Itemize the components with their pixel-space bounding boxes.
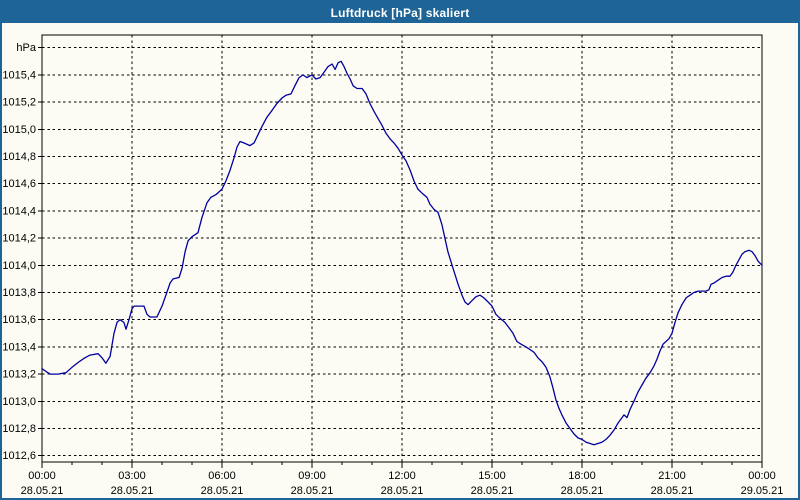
x-tick-time-label: 12:00: [388, 470, 416, 482]
x-tick-date-label: 28.05.21: [381, 485, 424, 497]
window-title: Luftdruck [hPa] skaliert: [330, 5, 470, 20]
y-axis-unit-label: hPa: [16, 42, 36, 54]
x-tick-time-label: 00:00: [28, 470, 56, 482]
x-tick-date-label: 28.05.21: [651, 485, 694, 497]
y-tick-label: 1014,8: [2, 151, 36, 163]
x-tick-time-label: 03:00: [118, 470, 146, 482]
x-tick-time-label: 18:00: [568, 470, 596, 482]
window-titlebar[interactable]: Luftdruck [hPa] skaliert: [2, 2, 798, 23]
pressure-series-line: [41, 60, 763, 446]
x-tick-time-label: 06:00: [208, 470, 236, 482]
y-tick-label: 1013,0: [2, 396, 36, 408]
y-tick-label: 1014,2: [2, 233, 36, 245]
y-tick-label: 1013,6: [2, 314, 36, 326]
x-tick-time-label: 15:00: [478, 470, 506, 482]
y-tick-label: 1015,2: [2, 97, 36, 109]
y-tick-label: 1013,2: [2, 369, 36, 381]
x-tick-date-label: 28.05.21: [21, 485, 64, 497]
y-tick-label: 1012,8: [2, 423, 36, 435]
x-tick-time-label: 21:00: [658, 470, 686, 482]
x-tick-time-label: 09:00: [298, 470, 326, 482]
x-tick-date-label: 28.05.21: [561, 485, 604, 497]
y-tick-label: 1014,0: [2, 260, 36, 272]
x-tick-date-label: 28.05.21: [201, 485, 244, 497]
x-tick-date-label: 28.05.21: [111, 485, 154, 497]
y-tick-label: 1014,4: [2, 205, 36, 217]
y-tick-label: 1013,8: [2, 287, 36, 299]
y-tick-label: 1015,4: [2, 69, 36, 81]
x-tick-time-label: 00:00: [748, 470, 776, 482]
y-tick-label: 1015,0: [2, 124, 36, 136]
y-tick-label: 1012,6: [2, 450, 36, 462]
x-tick-date-label: 28.05.21: [291, 485, 334, 497]
x-tick-date-label: 29.05.21: [741, 485, 784, 497]
y-tick-label: 1013,4: [2, 341, 36, 353]
y-tick-label: 1014,6: [2, 178, 36, 190]
x-tick-date-label: 28.05.21: [471, 485, 514, 497]
